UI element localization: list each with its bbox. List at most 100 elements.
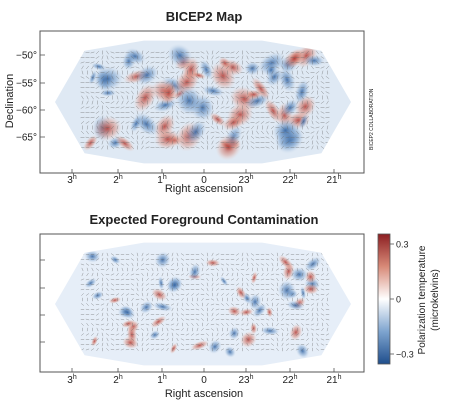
top-map-polarization-vector bbox=[106, 140, 109, 145]
bottom-map-polarization-vector bbox=[316, 287, 319, 292]
top-map-polarization-vector bbox=[320, 136, 325, 139]
top-map-polarization-vector bbox=[130, 111, 135, 114]
bottom-map-polarization-vector bbox=[276, 312, 279, 317]
top-map-polarization-vector bbox=[290, 116, 295, 119]
bottom-map-polarization-vector bbox=[106, 302, 109, 307]
bottom-map-polarization-vector bbox=[105, 273, 110, 276]
top-map-polarization-vector bbox=[101, 85, 104, 90]
top-map-negative-patch bbox=[135, 64, 159, 86]
top-map-polarization-vector bbox=[140, 131, 145, 134]
bottom-map-polarization-vector bbox=[231, 293, 234, 296]
top-map-polarization-vector bbox=[235, 136, 240, 139]
top-map-polarization-vector bbox=[316, 85, 319, 90]
top-map-polarization-vector bbox=[250, 66, 255, 69]
bottom-map-polarization-vector bbox=[311, 307, 314, 312]
top-map-polarization-vector bbox=[250, 136, 255, 139]
bottom-map-polarization-vector bbox=[216, 332, 219, 337]
bottom-map-polarization-vector bbox=[311, 263, 314, 266]
bottom-map-polarization-vector bbox=[280, 323, 285, 326]
bottom-map-polarization-vector bbox=[321, 322, 324, 327]
bottom-map-polarization-vector bbox=[165, 313, 170, 316]
top-map-polarization-vector bbox=[311, 145, 314, 150]
top-map-polarization-vector bbox=[105, 71, 110, 74]
bottom-map-polarization-vector bbox=[155, 263, 160, 266]
top-map-polarization-vector bbox=[265, 56, 270, 59]
top-map-polarization-vector bbox=[276, 110, 279, 115]
top-map-polarization-vector bbox=[171, 55, 174, 60]
bottom-map-polarization-vector bbox=[106, 252, 109, 257]
bottom-map-polarization-vector bbox=[206, 277, 209, 282]
bottom-map-polarization-vector bbox=[150, 348, 155, 351]
top-map-polarization-vector bbox=[136, 55, 139, 60]
top-map-polarization-vector bbox=[180, 56, 185, 59]
top-map-polarization-vector bbox=[206, 60, 209, 65]
bottom-map-polarization-vector bbox=[161, 333, 164, 336]
top-map-polarization-vector bbox=[206, 80, 209, 85]
top-map-polarization-vector bbox=[185, 91, 190, 94]
top-map-polarization-vector bbox=[125, 86, 130, 89]
top-map-polarization-vector bbox=[185, 121, 190, 124]
bottom-map-polarization-vector bbox=[191, 293, 194, 296]
top-map-polarization-vector bbox=[135, 96, 140, 99]
top-map-polarization-vector bbox=[201, 95, 204, 100]
bottom-map-polarization-vector bbox=[231, 323, 234, 326]
top-map-polarization-vector bbox=[130, 116, 135, 119]
bottom-x-tick-label: 2h bbox=[113, 374, 123, 386]
bottom-map-positive-patch bbox=[235, 286, 247, 300]
top-map-negative-patch bbox=[264, 62, 278, 78]
top-panel: BICEP2 Map −50°−55°−60°−65° 3h 2h 1h 0 23h 22… bbox=[4, 9, 375, 195]
top-map-polarization-vector bbox=[255, 121, 260, 124]
bottom-map-polarization-vector bbox=[190, 308, 195, 311]
top-map-polarization-vector bbox=[165, 56, 170, 59]
top-map-polarization-vector bbox=[266, 125, 269, 130]
top-map-polarization-vector bbox=[171, 85, 174, 90]
top-map-polarization-vector bbox=[300, 106, 305, 109]
bottom-map-polarization-vector bbox=[295, 278, 300, 281]
bottom-map-polarization-vector bbox=[270, 283, 275, 286]
bottom-map-polarization-vector bbox=[276, 302, 279, 307]
top-map-polarization-vector bbox=[325, 91, 330, 94]
bottom-map-polarization-vector bbox=[100, 303, 105, 306]
top-map-polarization-vector bbox=[170, 96, 175, 99]
bottom-map-polarization-vector bbox=[301, 333, 304, 336]
bottom-map-polarization-vector bbox=[316, 317, 319, 322]
bottom-map-polarization-vector bbox=[136, 262, 139, 267]
bottom-map-polarization-vector bbox=[161, 267, 164, 272]
colorbar-tick-label: 0 bbox=[396, 295, 401, 305]
bottom-map-polarization-vector bbox=[111, 308, 114, 311]
bottom-map-polarization-vector bbox=[175, 293, 180, 296]
top-map-polarization-vector bbox=[196, 130, 199, 135]
top-map-polarization-vector bbox=[180, 135, 185, 140]
top-map-polarization-vector bbox=[251, 70, 254, 75]
bottom-map-polarization-vector bbox=[305, 268, 310, 271]
bottom-map-polarization-vector bbox=[166, 332, 169, 337]
bottom-map-polarization-vector bbox=[191, 323, 194, 326]
bottom-map-negative-patch bbox=[149, 330, 161, 340]
top-map-polarization-vector bbox=[110, 106, 115, 109]
top-map-polarization-vector bbox=[106, 145, 109, 150]
bottom-map-polarization-vector bbox=[286, 327, 289, 332]
bottom-map-positive-patch bbox=[205, 258, 221, 267]
bottom-map-polarization-vector bbox=[290, 338, 295, 341]
bottom-map-polarization-vector bbox=[236, 288, 239, 291]
bottom-map-polarization-vector bbox=[275, 298, 280, 301]
top-map-polarization-vector bbox=[211, 145, 214, 150]
top-map-polarization-vector bbox=[250, 51, 255, 54]
bottom-map-polarization-vector bbox=[300, 263, 305, 266]
top-map-polarization-vector bbox=[310, 101, 315, 104]
bottom-map-polarization-vector bbox=[120, 278, 125, 281]
top-map-polarization-vector bbox=[141, 65, 144, 70]
top-map-polarization-vector bbox=[226, 130, 229, 135]
bottom-map-polarization-vector bbox=[255, 263, 260, 266]
top-map-polarization-vector bbox=[100, 131, 105, 134]
bottom-map-polarization-vector bbox=[281, 277, 284, 282]
bottom-map-polarization-vector bbox=[271, 308, 274, 311]
bottom-map-polarization-vector bbox=[286, 292, 289, 297]
bottom-map-polarization-vector bbox=[215, 253, 220, 256]
top-map-polarization-vector bbox=[320, 141, 325, 144]
bottom-map-polarization-vector bbox=[311, 332, 314, 337]
bottom-map-polarization-vector bbox=[241, 282, 244, 287]
bottom-map-polarization-vector bbox=[180, 273, 185, 276]
bottom-map-polarization-vector bbox=[300, 343, 305, 346]
top-map-polarization-vector bbox=[325, 65, 330, 70]
